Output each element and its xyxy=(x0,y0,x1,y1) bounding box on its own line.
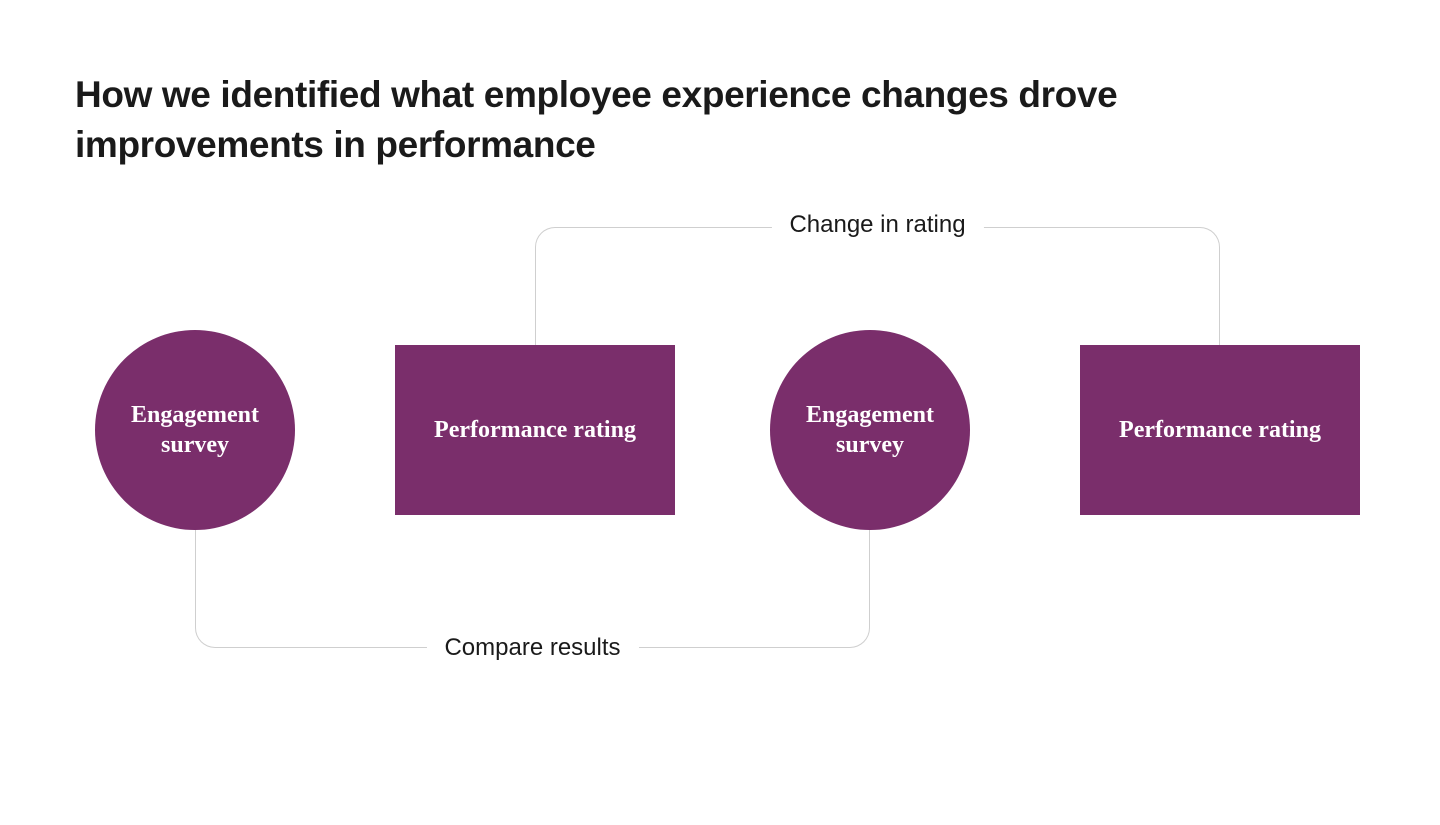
node-rating1: Performance rating xyxy=(395,345,675,515)
node-survey2: Engagement survey xyxy=(770,330,970,530)
diagram-stage: Engagement survey Performance rating Engag… xyxy=(0,0,1440,825)
node-rating2: Performance rating xyxy=(1080,345,1360,515)
node-survey1: Engagement survey xyxy=(95,330,295,530)
connector-label-bottom: Compare results xyxy=(426,634,638,662)
connector-top xyxy=(535,227,1220,345)
connector-bottom xyxy=(195,530,870,648)
connector-label-top: Change in rating xyxy=(771,211,983,239)
